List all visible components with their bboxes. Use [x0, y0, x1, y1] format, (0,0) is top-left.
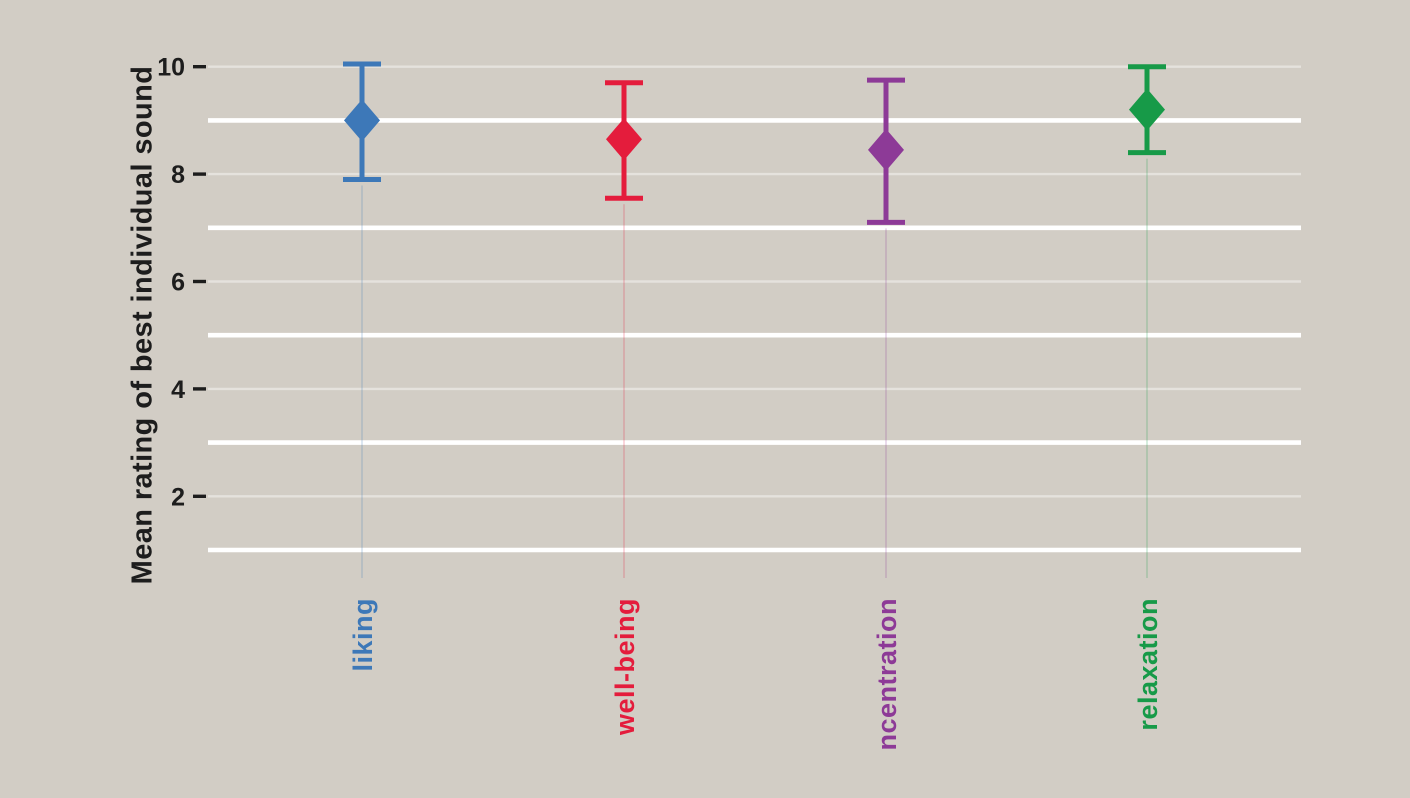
category-label: liking [348, 598, 378, 672]
diamond-marker [344, 99, 380, 142]
category-label: well-being [610, 598, 640, 736]
diamond-marker [606, 118, 642, 161]
category-label: relaxation [1133, 598, 1163, 731]
y-tick-label: 6 [171, 269, 185, 297]
diamond-marker [1129, 88, 1165, 131]
y-tick-label: 10 [157, 54, 185, 82]
y-tick-label: 4 [171, 376, 185, 404]
diamond-marker [868, 128, 904, 171]
y-tick-label: 8 [171, 161, 185, 189]
y-axis-title: Mean rating of best individual sound [126, 65, 159, 585]
y-tick-label: 2 [171, 483, 185, 511]
category-label: ncentration [872, 598, 902, 751]
